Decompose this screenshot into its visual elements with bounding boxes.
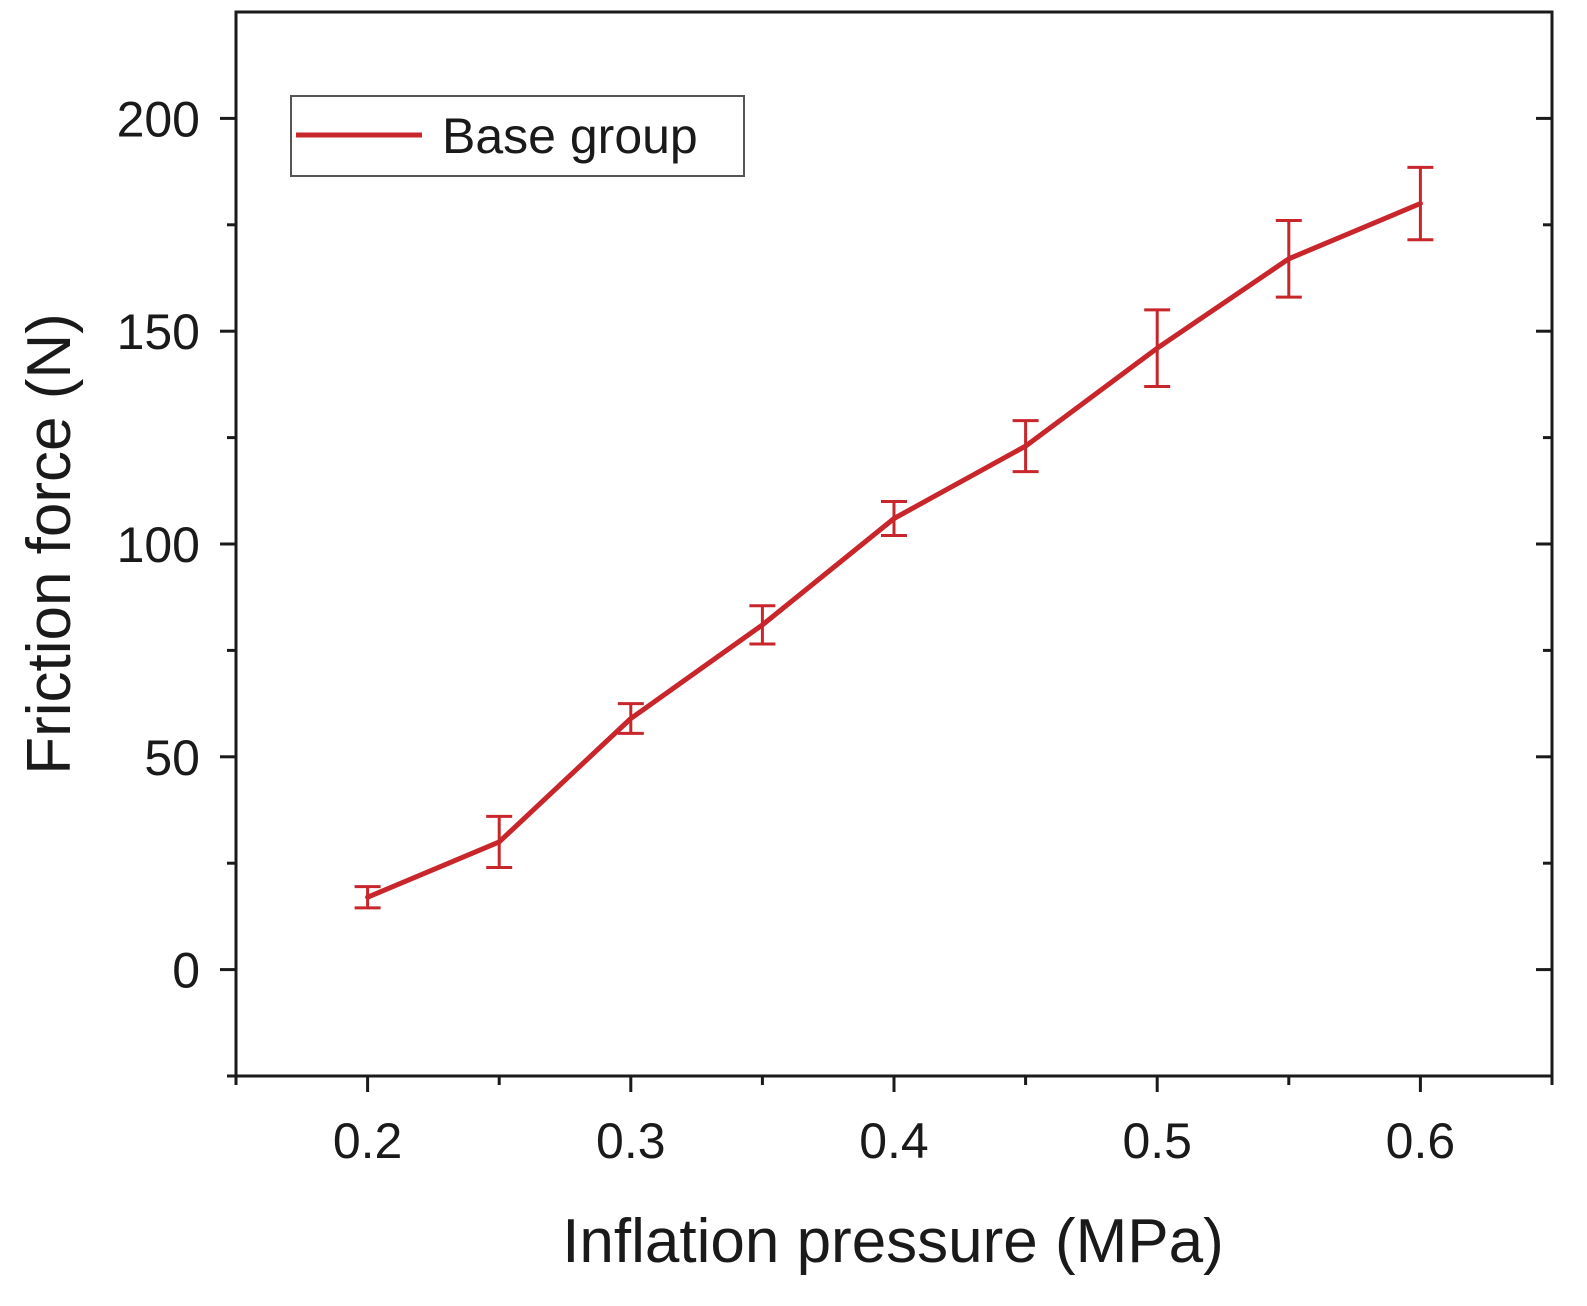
- error-bar: [749, 604, 776, 646]
- y-tick-label: 50: [144, 730, 200, 786]
- x-tick-label: 0.5: [1122, 1113, 1192, 1169]
- error-bar: [1144, 308, 1171, 389]
- y-tick-label: 100: [117, 517, 200, 573]
- error-bar: [354, 885, 381, 910]
- y-tick-label: 200: [117, 91, 200, 147]
- y-axis-title: Friction force (N): [15, 313, 84, 775]
- error-bar: [1407, 165, 1434, 242]
- series-layer: [354, 165, 1434, 910]
- legend: Base group: [290, 95, 745, 177]
- error-bar: [1012, 419, 1039, 474]
- error-bar: [617, 702, 644, 735]
- x-tick-label: 0.3: [596, 1113, 666, 1169]
- y-tick-label: 0: [172, 943, 200, 999]
- y-tick-label: 150: [117, 304, 200, 360]
- x-tick-label: 0.6: [1386, 1113, 1456, 1169]
- error-bar: [486, 814, 513, 869]
- x-axis-title: Inflation pressure (MPa): [562, 1207, 1224, 1276]
- legend-label: Base group: [442, 108, 698, 164]
- x-tick-label: 0.2: [333, 1113, 403, 1169]
- error-bar: [1275, 219, 1302, 299]
- axis-ticks: [220, 116, 1554, 1092]
- series-line: [365, 201, 1423, 900]
- error-bar: [881, 499, 907, 537]
- x-tick-labels: 0.2 0.3 0.4 0.5 0.6: [333, 1113, 1455, 1169]
- y-tick-labels: 0 50 100 150 200: [117, 91, 200, 998]
- x-tick-label: 0.4: [859, 1113, 929, 1169]
